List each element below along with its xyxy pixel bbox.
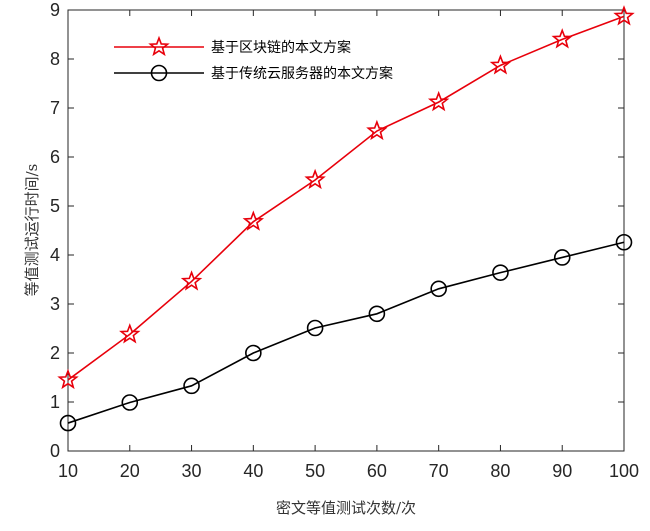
y-tick-label: 6 — [50, 147, 60, 167]
y-tick-label: 0 — [50, 441, 60, 461]
data-point — [489, 54, 512, 75]
data-point — [121, 394, 139, 411]
legend-label: 基于区块链的本文方案 — [211, 39, 351, 56]
x-tick-label: 60 — [367, 461, 387, 481]
plot-area-border — [67, 9, 625, 452]
y-tick-label: 4 — [50, 245, 60, 265]
data-point — [242, 210, 265, 231]
x-tick-label: 50 — [305, 461, 325, 481]
data-point — [368, 305, 386, 323]
x-tick-label: 10 — [58, 461, 78, 481]
y-tick-label: 1 — [50, 392, 60, 412]
plot-frame — [67, 9, 625, 452]
legend-label: 基于传统云服务器的本文方案 — [211, 65, 393, 82]
x-tick-label: 30 — [182, 461, 202, 481]
x-tick-label: 90 — [552, 461, 572, 481]
data-point — [553, 249, 571, 266]
x-tick-label: 80 — [490, 461, 510, 481]
series-layer — [57, 5, 635, 432]
data-point — [492, 264, 509, 281]
y-tick-label: 3 — [50, 294, 60, 314]
x-tick-label: 40 — [243, 461, 263, 481]
x-axis-label: 密文等值测试次数/次 — [276, 499, 416, 517]
legend-marker — [150, 64, 168, 82]
data-point — [427, 90, 450, 112]
data-point — [551, 28, 573, 49]
data-point — [304, 168, 326, 190]
data-point — [57, 368, 79, 390]
data-point — [59, 414, 77, 432]
legend-marker — [148, 35, 170, 57]
legend-entry: 基于传统云服务器的本文方案 — [114, 64, 393, 82]
data-point — [306, 319, 324, 337]
y-tick-label: 7 — [50, 98, 60, 118]
y-tick-label: 9 — [50, 0, 60, 20]
x-tick-label: 20 — [120, 461, 140, 481]
axis-ticks: 10 20 30 40 50 60 70 80 90 100 0 1 2 3 4 5 6 7 8 9 — [50, 0, 639, 481]
data-point — [613, 5, 635, 26]
legend-entry: 基于区块链的本文方案 — [114, 35, 351, 57]
data-point — [366, 119, 388, 141]
x-tick-label: 100 — [609, 461, 639, 481]
series-line — [67, 15, 625, 381]
data-point — [183, 377, 200, 395]
x-tick-label: 70 — [429, 461, 449, 481]
data-point — [119, 323, 141, 344]
y-tick-label: 8 — [50, 49, 60, 69]
data-point — [180, 270, 203, 291]
series-line — [67, 241, 625, 424]
y-tick-label: 5 — [50, 196, 60, 216]
series-2 — [59, 233, 633, 432]
y-axis-label: 等值测试运行时间/s — [23, 164, 41, 297]
y-tick-label: 2 — [50, 343, 60, 363]
data-point — [245, 344, 262, 362]
series-1 — [57, 5, 635, 390]
data-point — [615, 233, 633, 251]
data-point — [430, 280, 447, 298]
